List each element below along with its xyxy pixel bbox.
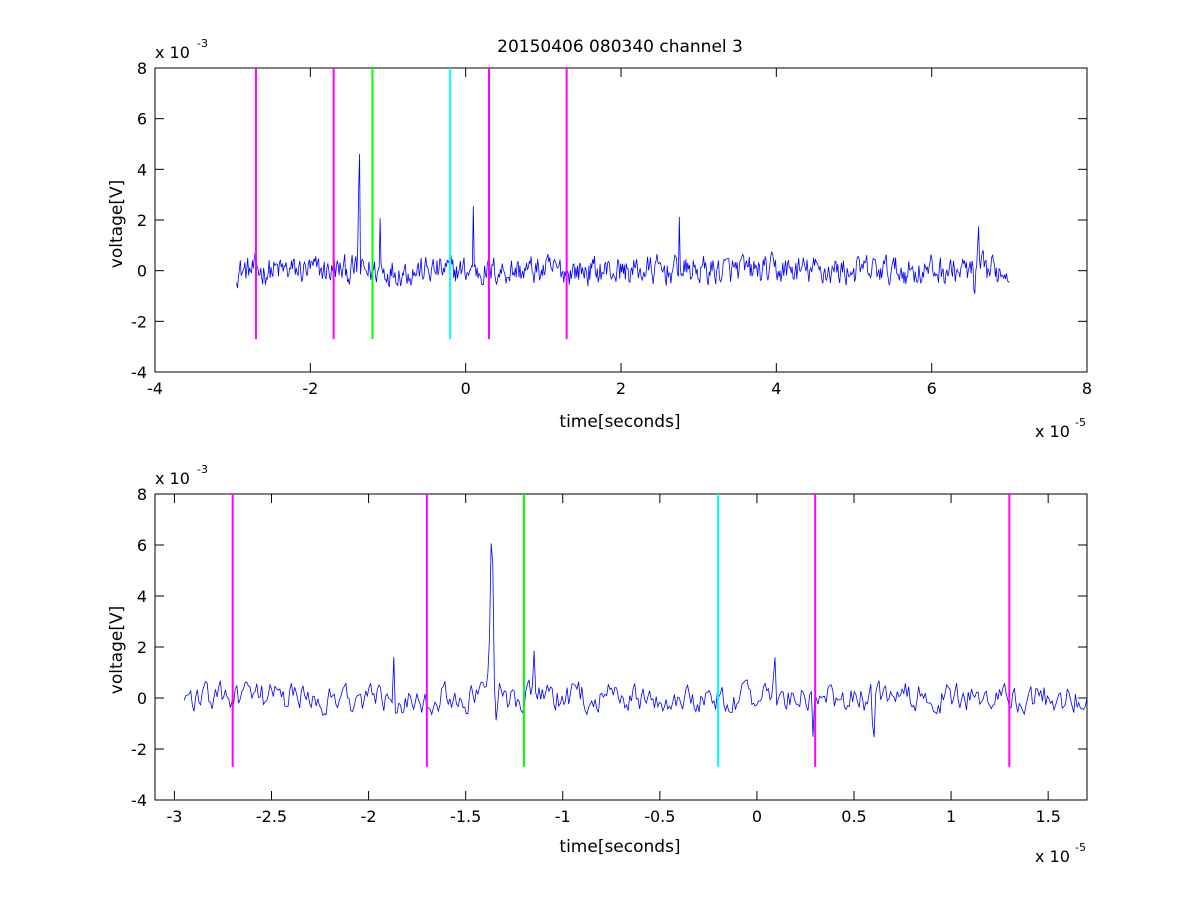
x-tick-label: -1 <box>555 807 571 826</box>
x-tick-label: 0 <box>752 807 762 826</box>
y-exponent-text: -3 <box>197 463 208 476</box>
y-exponent-text: -3 <box>197 37 208 50</box>
x-tick-label: 0.5 <box>841 807 866 826</box>
x-tick-label: 8 <box>1082 379 1092 398</box>
x-tick-label: 6 <box>927 379 937 398</box>
plot-area-frame <box>154 67 1088 373</box>
top-subplot: 20150406 080340 channel 3 time[seconds] … <box>107 37 1092 441</box>
y-tick-label: 8 <box>137 485 147 504</box>
y-tick-label: 6 <box>137 536 147 555</box>
x-tick-label: -1.5 <box>450 807 481 826</box>
x-tick-label: -2.5 <box>256 807 287 826</box>
x-tick-label: 1.5 <box>1035 807 1060 826</box>
y-exponent-label: x 10 -3 <box>155 37 208 62</box>
y-axis-label: voltage[V] <box>107 180 127 268</box>
y-tick-label: -4 <box>131 791 147 810</box>
signal-series-line <box>183 543 1088 738</box>
x-tick-label: 0 <box>461 379 471 398</box>
x-exponent-label: x 10 -5 <box>1035 416 1086 441</box>
y-tick-label: 2 <box>137 211 147 230</box>
y-tick-label: 8 <box>137 59 147 78</box>
y-exponent-label: x 10 -3 <box>155 463 208 488</box>
y-tick-label: -2 <box>131 312 147 331</box>
x-tick-label: -0.5 <box>644 807 675 826</box>
x-tick-label: -3 <box>166 807 182 826</box>
plot-area-frame <box>154 493 1088 801</box>
x-exponent-label: x 10 -5 <box>1035 841 1086 866</box>
y-tick-label: -4 <box>131 363 147 382</box>
x-axis-label: time[seconds] <box>559 412 680 432</box>
x-exponent-text: -5 <box>1075 841 1086 854</box>
y-tick-label: 0 <box>137 262 147 281</box>
x-tick-label: 2 <box>616 379 626 398</box>
signal-series-line <box>236 153 1010 294</box>
y-tick-label: -2 <box>131 740 147 759</box>
x-tick-label: 4 <box>771 379 781 398</box>
x-exponent-text: -5 <box>1075 416 1086 429</box>
x-tick-label: -2 <box>302 379 318 398</box>
y-tick-label: 4 <box>137 160 147 179</box>
x-tick-label: 1 <box>946 807 956 826</box>
y-tick-label: 2 <box>137 638 147 657</box>
y-axis-label: voltage[V] <box>107 606 127 694</box>
y-tick-label: 4 <box>137 587 147 606</box>
y-multiplier-text: x 10 <box>155 469 190 488</box>
y-tick-label: 6 <box>137 110 147 129</box>
x-axis-label: time[seconds] <box>559 837 680 857</box>
chart-title: 20150406 080340 channel 3 <box>497 37 743 57</box>
x-multiplier-text: x 10 <box>1035 422 1070 441</box>
x-tick-label: -4 <box>147 379 163 398</box>
y-tick-label: 0 <box>137 689 147 708</box>
x-multiplier-text: x 10 <box>1035 847 1070 866</box>
x-tick-label: -2 <box>361 807 377 826</box>
bottom-subplot: time[seconds] voltage[V] x 10 -3 x 10 -5… <box>107 463 1088 866</box>
y-multiplier-text: x 10 <box>155 43 190 62</box>
